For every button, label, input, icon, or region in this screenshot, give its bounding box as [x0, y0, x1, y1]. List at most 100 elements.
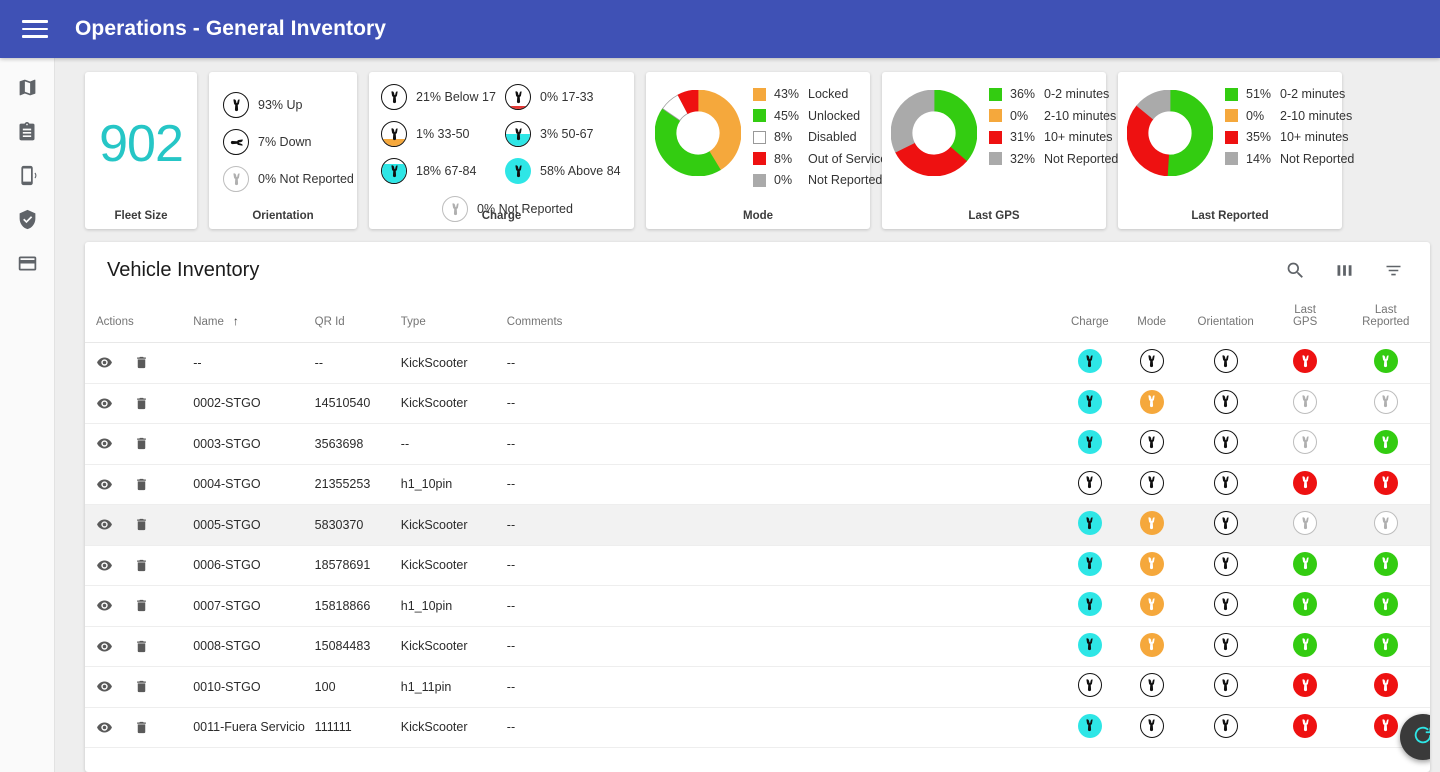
col-mode[interactable]: Mode: [1120, 298, 1183, 343]
orientation-status-icon[interactable]: [1213, 430, 1238, 455]
col-last-gps[interactable]: Last GPS: [1268, 298, 1342, 343]
mode-status-icon[interactable]: [1139, 632, 1164, 657]
last-reported-status-icon[interactable]: [1373, 470, 1398, 495]
mode-status-icon[interactable]: [1139, 551, 1164, 576]
orientation-status-icon[interactable]: [1213, 511, 1238, 536]
mode-status-icon[interactable]: [1139, 470, 1164, 495]
last-reported-status-icon[interactable]: [1373, 551, 1398, 576]
eye-icon[interactable]: [96, 638, 113, 655]
trash-icon[interactable]: [134, 395, 149, 412]
sidebar-item-security[interactable]: [0, 200, 54, 244]
orientation-status-icon[interactable]: [1213, 551, 1238, 576]
orientation-status-icon[interactable]: [1213, 470, 1238, 495]
table-row[interactable]: 0011-Fuera Servicio 111111 KickScooter --: [85, 707, 1430, 748]
charge-status-icon[interactable]: [1077, 673, 1102, 698]
eye-icon[interactable]: [96, 516, 113, 533]
search-icon[interactable]: [1285, 260, 1306, 281]
sort-ascending-icon[interactable]: ↑: [232, 314, 239, 328]
last-reported-status-icon[interactable]: [1373, 389, 1398, 414]
filter-icon[interactable]: [1383, 260, 1404, 281]
last-gps-status-icon[interactable]: [1293, 673, 1318, 698]
charge-status-icon[interactable]: [1077, 511, 1102, 536]
view-columns-icon[interactable]: [1334, 260, 1355, 281]
last-reported-status-icon[interactable]: [1373, 511, 1398, 536]
mode-status-icon[interactable]: [1139, 592, 1164, 617]
mode-status-icon[interactable]: [1139, 673, 1164, 698]
col-comments[interactable]: Comments: [506, 298, 1059, 343]
charge-status-icon[interactable]: [1077, 592, 1102, 617]
table-row[interactable]: 0007-STGO 15818866 h1_10pin --: [85, 585, 1430, 627]
trash-icon[interactable]: [134, 354, 149, 371]
charge-status-icon[interactable]: [1077, 349, 1102, 374]
refresh-fab-button[interactable]: [1400, 714, 1430, 760]
table-row[interactable]: 0010-STGO 100 h1_11pin --: [85, 666, 1430, 708]
last-reported-status-icon[interactable]: [1373, 592, 1398, 617]
last-gps-status-icon[interactable]: [1293, 592, 1318, 617]
col-type[interactable]: Type: [400, 298, 507, 343]
sidebar-item-tasks[interactable]: [0, 112, 54, 156]
last-reported-status-icon[interactable]: [1373, 673, 1398, 698]
mode-status-icon[interactable]: [1139, 511, 1164, 536]
trash-icon[interactable]: [134, 557, 149, 574]
last-reported-status-icon[interactable]: [1373, 430, 1398, 455]
eye-icon[interactable]: [96, 476, 113, 493]
charge-status-icon[interactable]: [1077, 632, 1102, 657]
orientation-status-icon[interactable]: [1213, 389, 1238, 414]
last-gps-status-icon[interactable]: [1293, 349, 1318, 374]
mode-status-icon[interactable]: [1139, 389, 1164, 414]
eye-icon[interactable]: [96, 435, 113, 452]
table-row[interactable]: 0008-STGO 15084483 KickScooter --: [85, 626, 1430, 667]
col-qr-id[interactable]: QR Id: [314, 298, 401, 343]
last-gps-status-icon[interactable]: [1293, 632, 1318, 657]
sidebar-item-devices[interactable]: [0, 156, 54, 200]
last-gps-status-icon[interactable]: [1293, 430, 1318, 455]
col-last-reported[interactable]: Last Reported: [1341, 298, 1430, 343]
last-gps-status-icon[interactable]: [1293, 511, 1318, 536]
eye-icon[interactable]: [96, 354, 113, 371]
last-gps-status-icon[interactable]: [1293, 551, 1318, 576]
eye-icon[interactable]: [96, 597, 113, 614]
eye-icon[interactable]: [96, 719, 113, 736]
sidebar-item-map[interactable]: [0, 68, 54, 112]
table-row[interactable]: 0006-STGO 18578691 KickScooter --: [85, 545, 1430, 586]
trash-icon[interactable]: [134, 678, 149, 695]
hamburger-menu-icon[interactable]: [22, 20, 48, 38]
charge-status-icon[interactable]: [1077, 389, 1102, 414]
eye-icon[interactable]: [96, 395, 113, 412]
last-gps-status-icon[interactable]: [1293, 713, 1318, 738]
mode-status-icon[interactable]: [1139, 349, 1164, 374]
last-reported-status-icon[interactable]: [1373, 632, 1398, 657]
col-charge[interactable]: Charge: [1058, 298, 1121, 343]
eye-icon[interactable]: [96, 678, 113, 695]
orientation-status-icon[interactable]: [1213, 349, 1238, 374]
col-orientation[interactable]: Orientation: [1182, 298, 1269, 343]
trash-icon[interactable]: [134, 597, 149, 614]
table-row[interactable]: 0004-STGO 21355253 h1_10pin --: [85, 464, 1430, 505]
trash-icon[interactable]: [134, 516, 149, 533]
charge-status-icon[interactable]: [1077, 713, 1102, 738]
table-row[interactable]: -- -- KickScooter --: [85, 342, 1430, 384]
last-gps-status-icon[interactable]: [1293, 470, 1318, 495]
charge-status-icon[interactable]: [1077, 470, 1102, 495]
table-row[interactable]: 0005-STGO 5830370 KickScooter --: [85, 504, 1430, 546]
last-gps-status-icon[interactable]: [1293, 389, 1318, 414]
charge-status-icon[interactable]: [1077, 551, 1102, 576]
mode-status-icon[interactable]: [1139, 430, 1164, 455]
col-name[interactable]: Name ↑: [193, 298, 315, 343]
trash-icon[interactable]: [134, 719, 149, 736]
last-reported-status-icon[interactable]: [1373, 349, 1398, 374]
table-row[interactable]: 0003-STGO 3563698 -- --: [85, 423, 1430, 465]
orientation-status-icon[interactable]: [1213, 592, 1238, 617]
last-reported-status-icon[interactable]: [1373, 713, 1398, 738]
mode-status-icon[interactable]: [1139, 713, 1164, 738]
table-row[interactable]: 0002-STGO 14510540 KickScooter --: [85, 383, 1430, 424]
trash-icon[interactable]: [134, 638, 149, 655]
orientation-status-icon[interactable]: [1213, 632, 1238, 657]
trash-icon[interactable]: [134, 476, 149, 493]
orientation-status-icon[interactable]: [1213, 713, 1238, 738]
sidebar-item-billing[interactable]: [0, 244, 54, 288]
orientation-status-icon[interactable]: [1213, 673, 1238, 698]
charge-status-icon[interactable]: [1077, 430, 1102, 455]
trash-icon[interactable]: [134, 435, 149, 452]
eye-icon[interactable]: [96, 557, 113, 574]
